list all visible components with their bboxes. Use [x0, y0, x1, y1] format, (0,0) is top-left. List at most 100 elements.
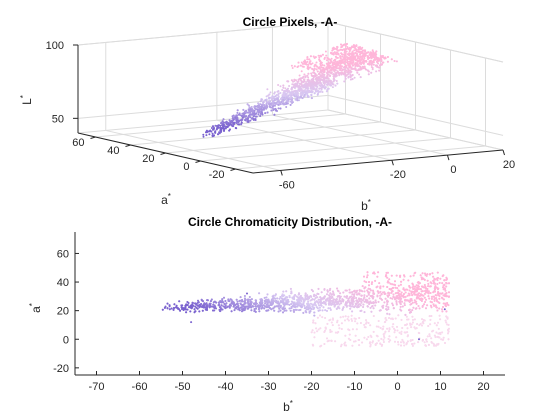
scatter2d-point [328, 319, 331, 322]
scatter3d-point [279, 107, 282, 110]
scatter2d-point [339, 292, 342, 295]
scatter3d-point [292, 86, 295, 89]
scatter3d-ylabel: a* [161, 192, 171, 207]
scatter3d-point [395, 60, 398, 63]
scatter3d-point [290, 87, 293, 90]
scatter3d-point [323, 71, 326, 73]
grid-line [327, 94, 504, 136]
scatter2d-point [285, 309, 288, 312]
scatter3d-point [340, 43, 342, 46]
scatter3d-point [285, 102, 288, 105]
scatter3d-point [268, 97, 271, 100]
scatter3d-point [335, 80, 338, 82]
scatter3d-point [313, 84, 316, 87]
scatter3d-point [350, 70, 353, 73]
scatter3d-point [282, 98, 285, 101]
scatter3d-point [211, 132, 214, 135]
scatter3d-point [345, 48, 348, 50]
scatter2d-point [356, 322, 359, 325]
scatter3d-point [299, 85, 302, 88]
scatter2d-point [428, 335, 431, 338]
scatter3d-point [328, 71, 331, 74]
scatter2d-point [347, 328, 350, 331]
scatter3d-point [378, 69, 381, 72]
scatter3d-point [329, 69, 332, 72]
scatter2d-point [403, 304, 406, 307]
scatter3d-point [363, 65, 366, 68]
scatter3d-point [316, 70, 319, 73]
scatter3d-point [380, 59, 383, 62]
scatter3d-point [372, 56, 375, 59]
scatter2d-point [409, 286, 412, 289]
scatter3d-point [250, 106, 253, 108]
scatter3d-point [303, 78, 306, 81]
scatter2d-point [244, 299, 247, 302]
scatter2d-point [362, 297, 365, 300]
scatter2d-point [394, 292, 397, 295]
scatter2d-point [403, 344, 406, 347]
scatter3d-point [265, 101, 268, 104]
scatter3d-point [334, 60, 337, 63]
scatter3d-point [244, 115, 247, 118]
scatter3d-point [257, 113, 260, 116]
scatter2d-point [330, 321, 333, 324]
scatter3d-point [310, 93, 313, 96]
scatter3d-point [329, 62, 332, 65]
scatter3d-point [292, 101, 294, 104]
scatter3d-point [376, 57, 379, 60]
scatter2d-point [278, 307, 281, 310]
scatter3d-point [370, 71, 373, 74]
scatter3d-point [318, 87, 321, 90]
scatter3d-point [323, 86, 326, 89]
scatter3d-point [346, 57, 349, 60]
grid-line [165, 129, 416, 154]
scatter3d-point [279, 85, 282, 88]
scatter3d-point [386, 60, 389, 63]
scatter3d-point [342, 61, 345, 64]
scatter3d-point [311, 62, 314, 65]
scatter3d-point [300, 96, 303, 99]
scatter2d-point [438, 297, 441, 300]
scatter3d-point [375, 64, 378, 67]
scatter2d-point [391, 297, 394, 300]
scatter3d-zlabel: L* [19, 95, 34, 105]
scatter3d-point [339, 55, 342, 58]
scatter3d-point [259, 115, 262, 117]
scatter2d-point [374, 299, 377, 302]
scatter2d-point [417, 331, 420, 334]
scatter3d-point [290, 79, 293, 82]
scatter2d-point [396, 329, 399, 332]
scatter3d-point [340, 73, 343, 76]
scatter3d-point [325, 59, 328, 62]
scatter3d-point [277, 90, 280, 93]
scatter3d-point [359, 55, 362, 58]
scatter3d-point [310, 80, 313, 83]
scatter3d-point [311, 91, 314, 94]
scatter3d-point [332, 77, 335, 80]
scatter3d-point [272, 99, 274, 102]
scatter3d-point [316, 65, 319, 68]
scatter3d-point [333, 68, 336, 71]
scatter3d-point [352, 58, 355, 61]
scatter3d-point [375, 53, 378, 56]
scatter3d-point [222, 127, 225, 130]
scatter3d-point [296, 99, 299, 102]
scatter2d-point [383, 301, 386, 304]
scatter3d-point [307, 72, 310, 75]
scatter3d-points [202, 42, 398, 138]
scatter3d-point [358, 62, 361, 65]
scatter3d-point [325, 90, 328, 93]
scatter3d-point [356, 59, 359, 62]
scatter2d-point [355, 297, 358, 299]
scatter3d-point [261, 113, 264, 116]
scatter3d-point [357, 55, 360, 58]
scatter3d-point [352, 64, 355, 67]
scatter3d-point [326, 69, 329, 72]
scatter3d-point [341, 53, 344, 56]
scatter3d-point [315, 79, 318, 82]
scatter3d-point [236, 111, 239, 114]
scatter3d-point [297, 99, 300, 102]
scatter3d-point [205, 134, 208, 137]
scatter3d-point [343, 51, 346, 54]
scatter3d-point [343, 72, 346, 75]
